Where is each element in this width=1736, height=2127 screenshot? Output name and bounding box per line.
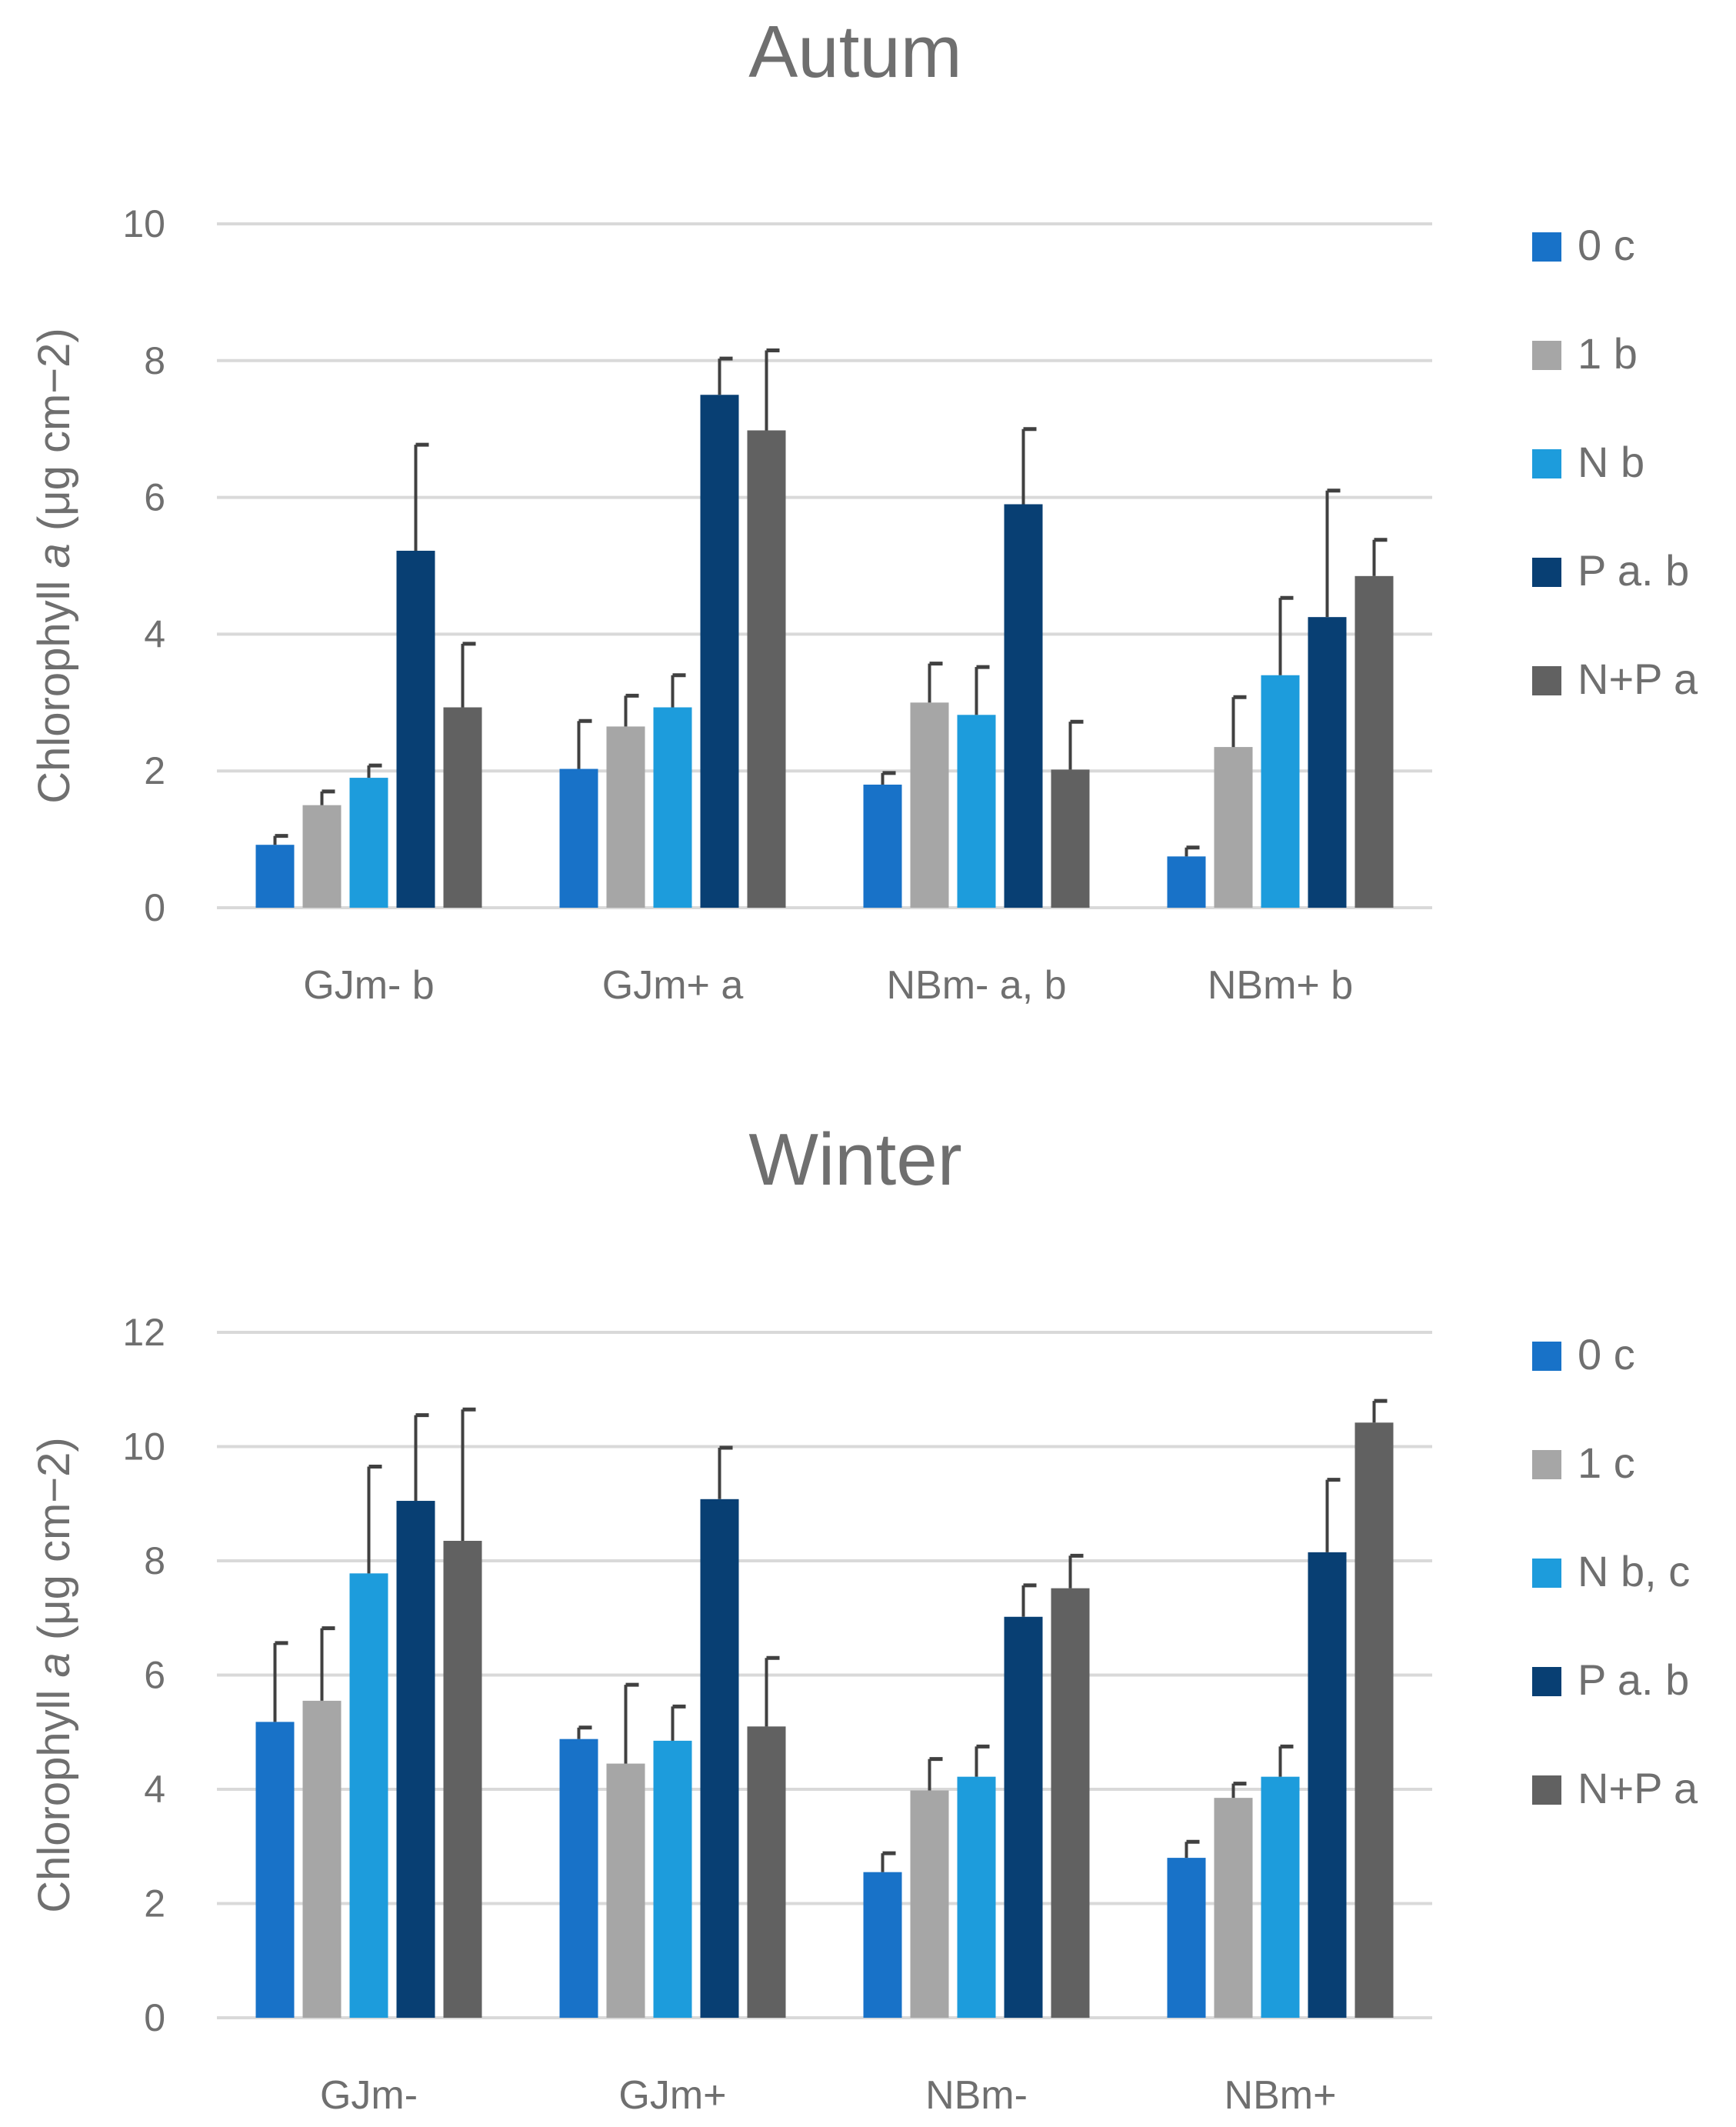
bar bbox=[606, 1763, 645, 2018]
y-axis-label-part: Chlorophyll bbox=[29, 568, 79, 803]
category-label: NBm+ bbox=[1225, 2073, 1337, 2118]
legend-swatch bbox=[1532, 1667, 1561, 1696]
legend-label: N b, c bbox=[1578, 1547, 1690, 1595]
legend-swatch bbox=[1532, 558, 1561, 587]
bar bbox=[653, 707, 692, 908]
bar bbox=[606, 726, 645, 908]
y-tick-label: 4 bbox=[144, 1768, 165, 1811]
legend-swatch bbox=[1532, 449, 1561, 478]
legend-swatch bbox=[1532, 341, 1561, 370]
bar bbox=[1004, 1616, 1043, 2018]
chart-title: Autum bbox=[748, 11, 961, 93]
legend-label: N b bbox=[1578, 438, 1644, 486]
bar bbox=[863, 784, 902, 908]
bar bbox=[1308, 1552, 1347, 2018]
bar bbox=[443, 1541, 482, 2018]
bar bbox=[957, 715, 996, 908]
category-label: GJm+ bbox=[618, 2073, 726, 2118]
y-axis-label: Chlorophyll a (μg cm−2) bbox=[29, 1437, 79, 1913]
legend-swatch bbox=[1532, 666, 1561, 695]
y-tick-label: 10 bbox=[122, 202, 165, 245]
category-label: NBm- a, b bbox=[886, 963, 1066, 1008]
bar bbox=[396, 1501, 435, 2018]
legend-label: N+P a bbox=[1578, 655, 1698, 703]
bar bbox=[700, 395, 739, 908]
y-tick-label: 6 bbox=[144, 1654, 165, 1697]
bar bbox=[1167, 1858, 1206, 2018]
legend-label: 1 c bbox=[1578, 1439, 1635, 1487]
category-label: NBm+ b bbox=[1208, 963, 1353, 1008]
y-axis-label-italic: a bbox=[29, 1652, 79, 1677]
bar bbox=[700, 1499, 739, 2018]
legend-label: N+P a bbox=[1578, 1764, 1698, 1812]
y-tick-label: 4 bbox=[144, 612, 165, 655]
y-axis-label-italic: a bbox=[29, 543, 79, 568]
y-axis-label-part: Chlorophyll bbox=[29, 1677, 79, 1912]
bar bbox=[653, 1740, 692, 2018]
bar bbox=[1004, 504, 1043, 908]
bar bbox=[1261, 675, 1300, 908]
category-label: GJm- b bbox=[303, 963, 434, 1008]
legend-swatch bbox=[1532, 232, 1561, 262]
legend-swatch bbox=[1532, 1342, 1561, 1371]
bar bbox=[957, 1776, 996, 2018]
autumn-chart: Autum 0 2 4 6 8 10 Chlorophyll a (μg cm−2) GJm- … bbox=[29, 11, 1698, 1008]
y-tick-label: 0 bbox=[144, 1996, 165, 2039]
category-label: GJm+ a bbox=[602, 963, 744, 1008]
bar bbox=[559, 768, 598, 908]
y-axis-label: Chlorophyll a (μg cm−2) bbox=[29, 328, 79, 804]
legend-label: P a. b bbox=[1578, 546, 1689, 595]
bar bbox=[1051, 769, 1090, 908]
bar bbox=[396, 550, 435, 908]
bar bbox=[302, 805, 342, 908]
winter-chart: Winter 0 2 4 6 8 10 12 Chlorophyll a (μg cm−2) GJ… bbox=[29, 1119, 1698, 2118]
bar bbox=[302, 1700, 342, 2018]
bar bbox=[910, 1790, 949, 2018]
bar bbox=[1354, 575, 1394, 908]
bar bbox=[349, 778, 388, 908]
bar bbox=[747, 430, 786, 908]
legend-swatch bbox=[1532, 1450, 1561, 1479]
bar bbox=[349, 1573, 388, 2018]
bar bbox=[255, 1722, 295, 2018]
bar bbox=[1214, 747, 1253, 908]
legend-label: 0 c bbox=[1578, 221, 1635, 269]
y-axis-label-part: (μg cm−2) bbox=[29, 1437, 79, 1652]
y-tick-label: 2 bbox=[144, 749, 165, 792]
chart-title: Winter bbox=[748, 1119, 961, 1201]
y-axis-label-part: (μg cm−2) bbox=[29, 328, 79, 543]
bar bbox=[910, 702, 949, 908]
bar bbox=[1167, 856, 1206, 908]
y-tick-label: 2 bbox=[144, 1882, 165, 1925]
category-label: GJm- bbox=[320, 2073, 418, 2118]
bar bbox=[255, 845, 295, 908]
y-tick-label: 0 bbox=[144, 886, 165, 929]
y-tick-label: 8 bbox=[144, 1539, 165, 1582]
bar bbox=[747, 1726, 786, 2018]
bar bbox=[1051, 1588, 1090, 2018]
bar bbox=[863, 1872, 902, 2018]
bar bbox=[1308, 617, 1347, 908]
y-tick-label: 6 bbox=[144, 476, 165, 519]
legend-swatch bbox=[1532, 1559, 1561, 1588]
y-tick-label: 12 bbox=[122, 1311, 165, 1354]
y-tick-label: 8 bbox=[144, 339, 165, 382]
legend-label: 1 b bbox=[1578, 329, 1638, 378]
legend-label: 0 c bbox=[1578, 1330, 1635, 1379]
bar bbox=[559, 1739, 598, 2018]
legend-swatch bbox=[1532, 1775, 1561, 1805]
bar bbox=[1261, 1776, 1300, 2018]
y-tick-label: 10 bbox=[122, 1425, 165, 1469]
bar bbox=[1214, 1798, 1253, 2018]
legend-label: P a. b bbox=[1578, 1655, 1689, 1704]
category-label: NBm- bbox=[925, 2073, 1028, 2118]
bar bbox=[443, 707, 482, 908]
bar bbox=[1354, 1422, 1394, 2018]
